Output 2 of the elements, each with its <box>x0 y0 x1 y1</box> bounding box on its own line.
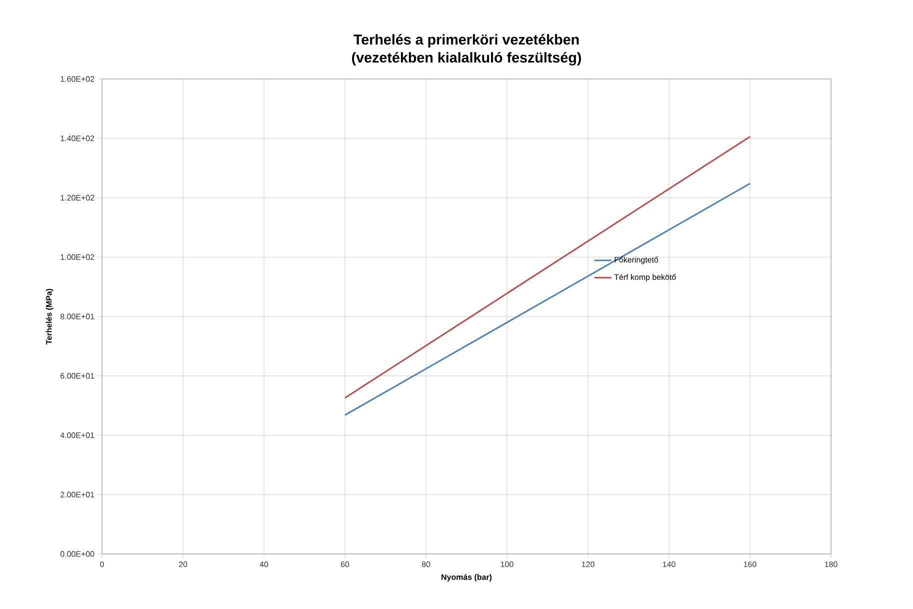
chart-title: Terhelés a primerköri vezetékben <box>354 34 579 48</box>
chart-subtitle: (vezetékben kialalkuló feszültség) <box>352 52 581 66</box>
